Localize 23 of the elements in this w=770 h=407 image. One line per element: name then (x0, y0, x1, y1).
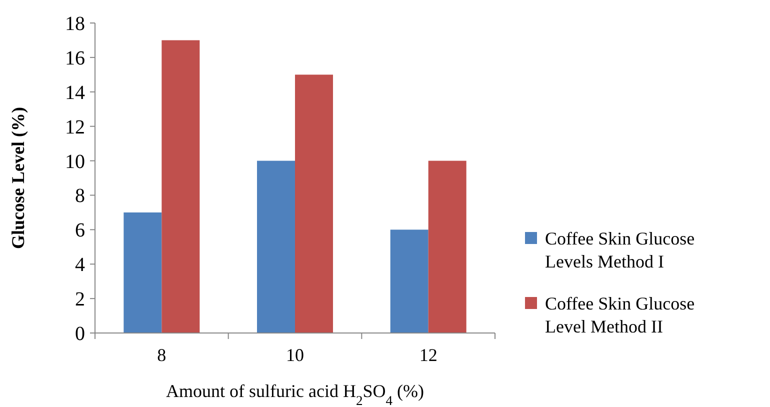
bar (124, 212, 162, 333)
bar (162, 40, 200, 333)
x-tick-label: 8 (157, 345, 166, 365)
x-axis-title: Amount of sulfuric acid H$_{2}$SO$_{4}$ (%) (166, 381, 424, 407)
y-tick-label: 8 (75, 185, 85, 208)
y-tick-label: 18 (65, 13, 85, 35)
x-tick-label: 12 (419, 345, 438, 365)
y-tick-label: 0 (75, 323, 85, 345)
bar (257, 160, 295, 333)
y-tick-label: 6 (75, 220, 85, 242)
x-tick-label: 10 (286, 345, 304, 365)
legend-label: Coffee Skin Glucose Levels Method I (545, 228, 695, 272)
y-tick-label: 12 (65, 116, 85, 138)
y-tick-label: 2 (75, 288, 85, 311)
bar (295, 74, 333, 333)
bar (428, 160, 466, 333)
y-axis-title: Glucose Level (%) (8, 107, 28, 249)
y-tick-label: 10 (65, 150, 85, 173)
legend-label: Coffee Skin Glucose Level Method II (545, 293, 695, 337)
bar (390, 230, 428, 333)
y-tick-label: 14 (65, 82, 85, 104)
y-tick-label: 16 (65, 47, 85, 70)
y-tick-label: 4 (75, 254, 85, 276)
